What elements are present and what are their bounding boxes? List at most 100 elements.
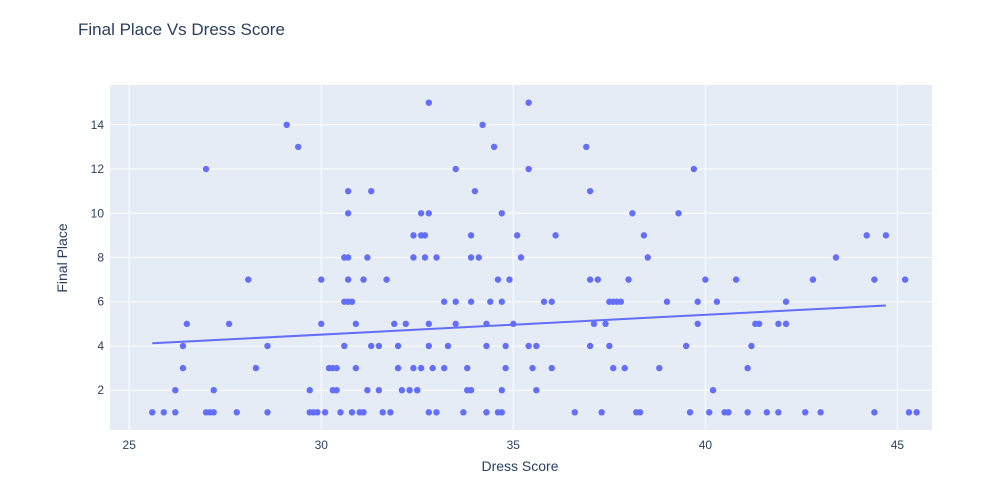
data-point [318, 320, 325, 328]
data-point [913, 409, 920, 416]
data-point [352, 320, 360, 328]
data-point [525, 165, 532, 173]
data-point [686, 409, 694, 416]
data-point [337, 409, 344, 416]
data-point [433, 409, 440, 416]
data-point [548, 298, 555, 305]
x-tick-label: 40 [699, 438, 713, 452]
data-point [479, 121, 486, 129]
data-point [417, 364, 425, 372]
y-tick-label: 12 [91, 162, 105, 176]
data-point [202, 165, 210, 173]
data-point [763, 409, 771, 416]
data-point [344, 276, 352, 283]
data-point [379, 409, 386, 416]
data-point [410, 232, 417, 239]
data-point [344, 254, 352, 261]
data-point [245, 276, 252, 283]
data-point [629, 210, 636, 217]
data-point [172, 386, 179, 394]
data-point [391, 320, 398, 328]
data-point [264, 409, 271, 416]
data-point [348, 409, 356, 416]
data-point [809, 276, 817, 283]
data-point [498, 298, 505, 305]
data-point [755, 320, 763, 328]
data-point [882, 232, 890, 239]
y-tick-label: 10 [91, 206, 105, 220]
data-point [533, 342, 540, 350]
data-point [905, 409, 913, 416]
data-point [467, 254, 475, 261]
data-point [586, 187, 594, 195]
data-point [375, 342, 383, 350]
data-point [863, 232, 870, 239]
data-point [464, 364, 471, 372]
data-point [663, 298, 671, 305]
data-point [283, 121, 290, 129]
data-point [606, 342, 613, 350]
data-point [502, 342, 509, 350]
data-point [625, 276, 632, 283]
data-point [498, 210, 505, 217]
data-point [394, 342, 402, 350]
data-point [344, 187, 352, 195]
data-point [402, 320, 409, 328]
data-point [487, 298, 494, 305]
data-point [744, 409, 751, 416]
data-point [460, 409, 467, 416]
data-point [183, 320, 191, 328]
data-point [425, 99, 433, 106]
data-point [314, 409, 321, 416]
data-point [525, 342, 532, 350]
data-point [748, 342, 755, 350]
data-point [406, 386, 413, 394]
data-point [210, 386, 217, 394]
data-point [571, 409, 578, 416]
data-point [709, 386, 717, 394]
data-point [802, 409, 809, 416]
data-point [702, 276, 709, 283]
data-point [467, 232, 475, 239]
data-point [383, 276, 390, 283]
x-axis-title: Dress Score [481, 458, 558, 474]
data-point [713, 298, 721, 305]
data-point [394, 364, 402, 372]
data-point [333, 386, 340, 394]
data-point [149, 409, 156, 416]
chart-title: Final Place Vs Dress Score [78, 20, 285, 39]
data-point [367, 187, 375, 195]
y-tick-label: 6 [97, 295, 104, 309]
data-point [583, 143, 590, 151]
data-point [782, 298, 790, 305]
y-tick-label: 14 [91, 118, 105, 132]
data-point [725, 409, 732, 416]
data-point [367, 342, 375, 350]
data-point [318, 276, 325, 283]
data-point [594, 276, 602, 283]
grid-lines [110, 85, 932, 430]
data-point [425, 342, 433, 350]
data-point [352, 364, 360, 372]
y-axis-title: Final Place [54, 223, 70, 292]
data-point [506, 276, 513, 283]
data-point [525, 99, 532, 106]
data-point [552, 232, 559, 239]
data-point [233, 409, 240, 416]
data-point [452, 298, 459, 305]
data-point [421, 232, 429, 239]
data-point [429, 364, 436, 372]
data-points [149, 99, 920, 416]
y-tick-label: 8 [97, 251, 104, 265]
data-point [440, 298, 448, 305]
data-point [901, 276, 909, 283]
data-point [682, 342, 690, 350]
data-point [617, 298, 625, 305]
data-point [498, 409, 505, 416]
data-point [252, 364, 260, 372]
data-point [675, 210, 682, 217]
data-point [160, 409, 167, 416]
data-point [440, 364, 448, 372]
data-point [433, 254, 440, 261]
